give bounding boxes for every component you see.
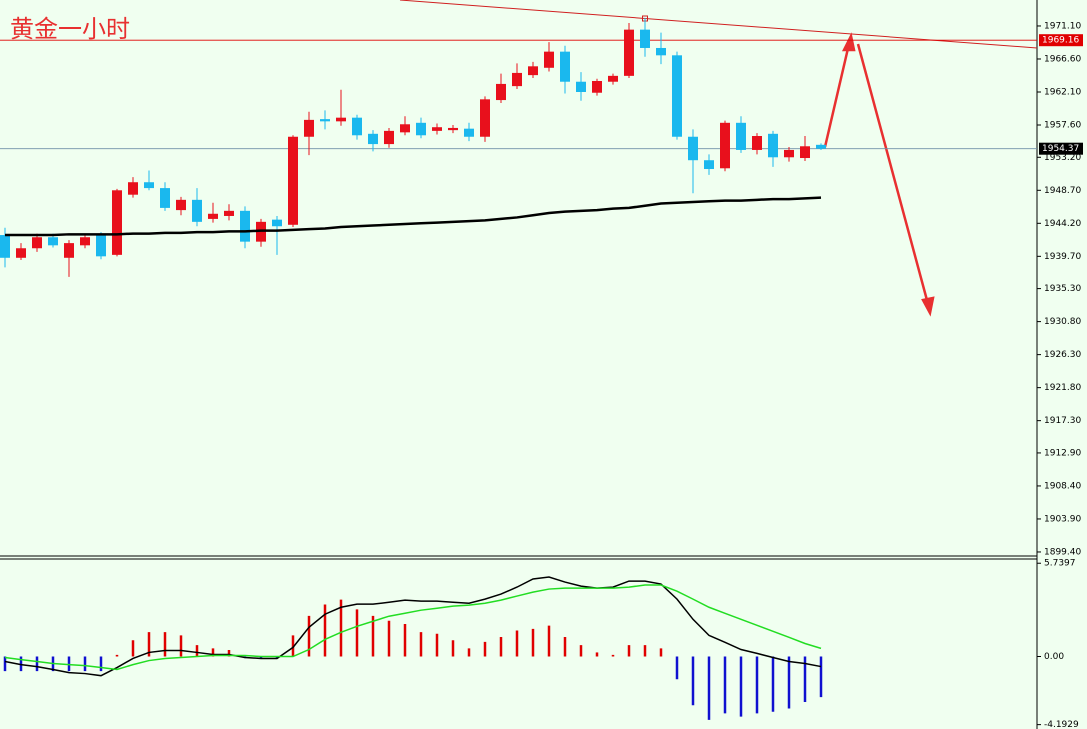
- candle-body: [112, 190, 122, 255]
- y-tick-label: 1921.80: [1044, 383, 1081, 393]
- candle-body: [736, 122, 746, 150]
- y-tick-label: 1917.30: [1044, 416, 1081, 426]
- price-label: 1954.37: [1042, 144, 1079, 154]
- candle-body: [816, 144, 826, 149]
- candle-body: [672, 55, 682, 137]
- moving-average: [5, 196, 822, 237]
- y-tick-label: 1899.40: [1044, 547, 1081, 557]
- y-tick-label: 1939.70: [1044, 252, 1081, 262]
- candle-body: [624, 29, 634, 76]
- candle-body: [400, 124, 410, 133]
- candle-body: [144, 182, 154, 189]
- candle-body: [768, 133, 778, 158]
- candle-body: [688, 136, 698, 161]
- candle-body: [368, 133, 378, 145]
- candle-body: [224, 210, 234, 216]
- arrow-down: [856, 43, 930, 305]
- y-tick-label: 1944.20: [1044, 219, 1081, 229]
- price-label: 1969.16: [1042, 36, 1079, 46]
- y-tick-label: -4.1929: [1044, 720, 1079, 729]
- candle-body: [128, 182, 138, 195]
- candle-body: [272, 219, 282, 227]
- candle-body: [512, 72, 522, 87]
- candle-body: [32, 237, 42, 249]
- candle-body: [464, 128, 474, 137]
- candle-body: [752, 136, 762, 150]
- candle-body: [64, 243, 74, 258]
- candle-body: [480, 99, 490, 137]
- y-tick-label: 1935.30: [1044, 284, 1081, 294]
- arrow-head: [921, 296, 935, 317]
- macd-line: [4, 576, 822, 677]
- candle-body: [640, 29, 650, 48]
- forecast-arrows: [823, 32, 935, 317]
- candle-body: [784, 149, 794, 158]
- candle-body: [384, 130, 394, 145]
- y-tick-label: 0.00: [1044, 652, 1064, 662]
- candle-body: [656, 47, 666, 56]
- y-tick-label: 1971.10: [1044, 21, 1081, 31]
- y-tick-label: 1957.60: [1044, 121, 1081, 131]
- candle-body: [288, 136, 298, 225]
- candle-body: [240, 210, 250, 242]
- arrow-head: [841, 32, 856, 52]
- arrow-up: [823, 43, 851, 148]
- candle-body: [80, 237, 90, 246]
- y-tick-label: 1966.60: [1044, 54, 1081, 64]
- y-tick-label: 1908.40: [1044, 481, 1081, 491]
- candle-body: [416, 122, 426, 136]
- candle-body: [800, 146, 810, 159]
- candle-body: [16, 248, 26, 258]
- candle-body: [448, 127, 458, 131]
- candle-body: [608, 75, 618, 82]
- candle-body: [304, 119, 314, 137]
- candle-body: [720, 122, 730, 169]
- y-tick-label: 1903.90: [1044, 514, 1081, 524]
- candle-body: [496, 83, 506, 101]
- candle-body: [592, 80, 602, 93]
- y-tick-label: 1948.70: [1044, 186, 1081, 196]
- candle-body: [432, 127, 442, 131]
- candle-body: [560, 51, 570, 82]
- y-tick-label: 1962.10: [1044, 87, 1081, 97]
- chart-title: 黄金一小时: [10, 15, 130, 43]
- candle-body: [208, 213, 218, 219]
- candle-body: [160, 188, 170, 208]
- macd-line: [4, 584, 822, 671]
- candle-body: [576, 81, 586, 92]
- price-label-box: [1039, 34, 1083, 47]
- candle-body: [176, 199, 186, 211]
- y-tick-label: 1930.80: [1044, 317, 1081, 327]
- candle-body: [528, 66, 538, 76]
- candle-body: [96, 235, 106, 257]
- candle-body: [336, 117, 346, 122]
- price-label-box: [1039, 142, 1083, 155]
- candle-body: [48, 237, 58, 246]
- y-tick-label: 1912.90: [1044, 448, 1081, 458]
- candle-body: [320, 119, 330, 122]
- candle-body: [192, 199, 202, 222]
- y-tick-label: 1953.20: [1044, 153, 1081, 163]
- candle-body: [0, 235, 10, 258]
- candle-body: [544, 51, 554, 68]
- y-tick-label: 1926.30: [1044, 350, 1081, 360]
- y-tick-label: 5.7397: [1044, 559, 1076, 569]
- candle-body: [352, 117, 362, 136]
- candle-body: [704, 160, 714, 170]
